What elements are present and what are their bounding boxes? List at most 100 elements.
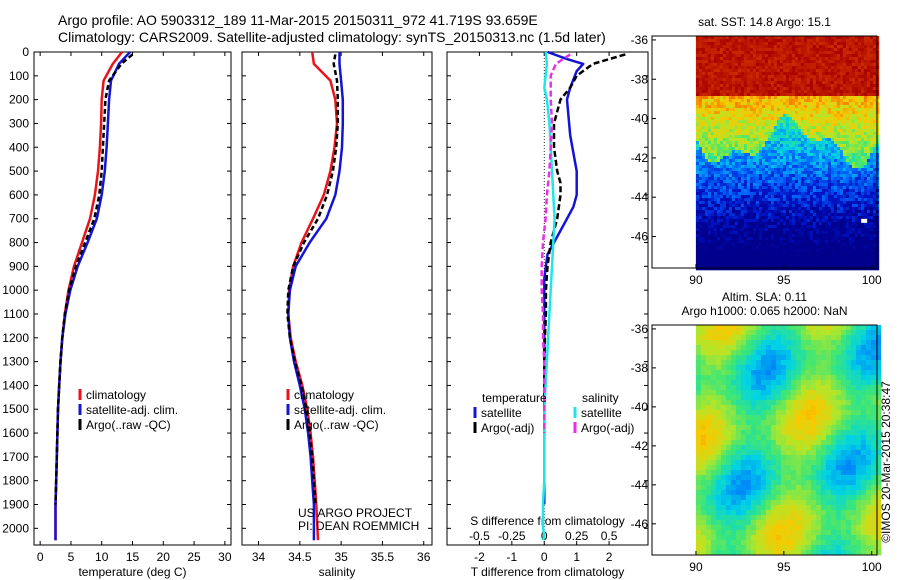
heat-cell: [770, 99, 775, 103]
heat-cell: [842, 162, 847, 166]
heat-cell: [860, 48, 865, 52]
heat-cell: [749, 48, 754, 52]
heat-cell: [701, 159, 706, 163]
heat-cell: [809, 222, 814, 226]
heat-cell: [785, 216, 790, 220]
heat-cell: [866, 90, 871, 94]
heat-cell: [731, 207, 736, 211]
heat-cell: [821, 204, 826, 208]
heat-cell: [791, 138, 796, 142]
heat-cell: [707, 162, 712, 166]
heat-cell: [701, 165, 706, 169]
heat-cell: [743, 261, 748, 265]
heat-cell: [860, 57, 865, 61]
heat-cell: [839, 168, 844, 172]
heat-cell: [752, 183, 757, 187]
heat-cell: [761, 111, 766, 115]
heat-cell: [839, 198, 844, 202]
heat-cell: [863, 195, 868, 199]
heat-cell: [719, 219, 724, 223]
heat-cell: [857, 99, 862, 103]
heat-cell: [767, 111, 772, 115]
heat-cell: [743, 147, 748, 151]
heat-cell: [782, 51, 787, 55]
heat-cell: [701, 162, 706, 166]
heat-cell: [827, 243, 832, 247]
heat-cell: [845, 66, 850, 70]
heat-cell: [824, 144, 829, 148]
heat-cell: [716, 222, 721, 226]
heat-cell: [806, 126, 811, 130]
heat-cell: [701, 36, 706, 40]
heat-cell: [761, 45, 766, 49]
heat-cell: [770, 81, 775, 85]
heat-cell: [839, 189, 844, 193]
heat-cell: [734, 123, 739, 127]
heat-cell: [782, 267, 787, 271]
heat-cell: [845, 105, 850, 109]
heat-cell: [734, 99, 739, 103]
heat-cell: [770, 243, 775, 247]
heat-cell: [821, 63, 826, 67]
heat-cell: [710, 129, 715, 133]
heat-cell: [770, 138, 775, 142]
heat-cell: [854, 120, 859, 124]
heat-cell: [719, 132, 724, 136]
heat-cell: [830, 126, 835, 130]
heat-cell: [722, 57, 727, 61]
heat-cell: [845, 162, 850, 166]
heat-cell: [860, 63, 865, 67]
heat-cell: [812, 204, 817, 208]
heat-cell: [848, 249, 853, 253]
heat-cell: [761, 87, 766, 91]
heat-cell: [854, 60, 859, 64]
heat-cell: [740, 225, 745, 229]
heat-cell: [746, 264, 751, 268]
heat-cell: [836, 219, 841, 223]
heat-cell: [770, 192, 775, 196]
heat-cell: [815, 63, 820, 67]
heat-cell: [725, 84, 730, 88]
heat-cell: [809, 231, 814, 235]
heat-cell: [728, 144, 733, 148]
heat-cell: [875, 246, 880, 250]
heat-cell: [701, 57, 706, 61]
heat-cell: [746, 102, 751, 106]
heat-cell: [767, 81, 772, 85]
heat-cell: [767, 36, 772, 40]
heat-cell: [875, 93, 880, 97]
heat-cell: [836, 129, 841, 133]
heat-cell: [752, 60, 757, 64]
heat-cell: [830, 132, 835, 136]
heat-cell: [821, 132, 826, 136]
heat-cell: [710, 192, 715, 196]
heat-cell: [866, 144, 871, 148]
heat-cell: [743, 111, 748, 115]
heat-cell: [728, 81, 733, 85]
heat-cell: [698, 87, 703, 91]
heat-cell: [779, 264, 784, 268]
heat-cell: [773, 63, 778, 67]
heat-cell: [830, 45, 835, 49]
heat-cell: [860, 138, 865, 142]
heat-cell: [839, 225, 844, 229]
heat-cell: [797, 117, 802, 121]
heat-cell: [794, 120, 799, 124]
heat-cell: [734, 180, 739, 184]
heat-cell: [701, 228, 706, 232]
heat-cell: [815, 183, 820, 187]
heat-cell: [854, 114, 859, 118]
heat-cell: [752, 201, 757, 205]
heat-cell: [758, 225, 763, 229]
heat-cell: [698, 150, 703, 154]
heat-cell: [872, 63, 877, 67]
heat-cell: [800, 213, 805, 217]
heat-cell: [698, 114, 703, 118]
heat-cell: [791, 45, 796, 49]
heat-cell: [875, 234, 880, 238]
heat-cell: [761, 93, 766, 97]
heat-cell: [824, 117, 829, 121]
heat-cell: [854, 36, 859, 40]
heat-cell: [848, 204, 853, 208]
heat-cell: [773, 93, 778, 97]
